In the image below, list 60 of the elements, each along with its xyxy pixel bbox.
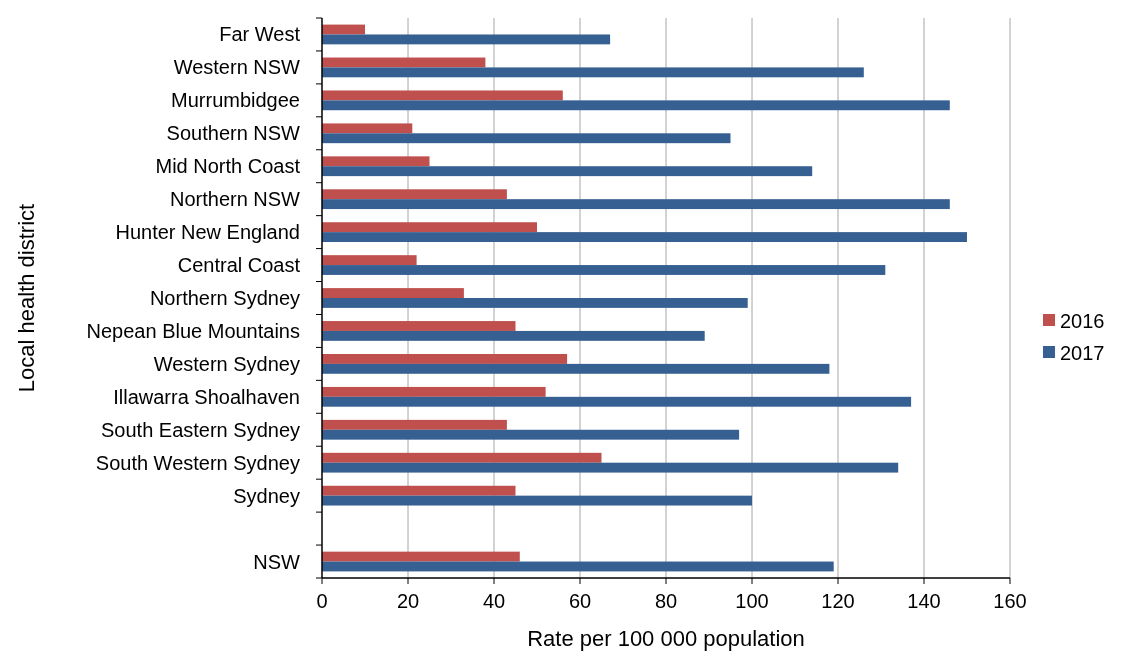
bar [322,363,830,374]
bar [322,57,486,68]
y-tick-label: Central Coast [177,254,301,277]
bar [322,166,813,177]
y-tick-label: Northern NSW [169,188,301,211]
bar [322,189,507,200]
bar [322,67,864,78]
bar [322,485,516,496]
x-tick-label: 20 [396,590,420,612]
x-tick-label: 80 [654,590,678,612]
bar [322,34,611,45]
x-axis-title: Rate per 100 000 population [527,626,805,651]
y-tick-label: Nepean Blue Mountains [86,319,300,342]
y-tick-label: Sydney [233,484,300,507]
y-tick-label: South Eastern Sydney [100,418,300,441]
bar [322,429,740,440]
x-tick-label: 0 [316,590,328,612]
x-tick-label: 160 [993,590,1027,612]
bar [322,133,731,144]
y-tick-label: Mid North Coast [155,155,301,178]
bar [322,90,563,101]
bar [322,561,834,572]
bar [322,255,417,266]
y-tick-label: Western NSW [173,56,301,79]
x-tick-label: 140 [907,590,941,612]
legend-label: 2017 [1060,342,1105,364]
bar [322,354,568,364]
y-tick-label: Illawarra Shoalhaven [113,385,300,408]
bar [322,265,886,275]
bar [322,330,705,341]
x-tick-label: 60 [568,590,592,612]
bar [322,222,537,233]
bar [322,156,430,167]
y-tick-label: South Western Sydney [95,451,300,474]
y-tick-label: Western Sydney [153,352,300,375]
x-tick-label: 120 [821,590,855,612]
bar [322,232,967,242]
bar [322,100,950,111]
y-tick-label: NSW [253,550,301,573]
legend-label: 2016 [1060,310,1105,332]
x-tick-label: 40 [482,590,506,612]
bar [322,452,602,463]
bar [322,419,507,430]
bar [322,123,413,134]
y-tick-label: Murrumbidgee [171,89,300,112]
y-tick-label: Far West [219,23,301,46]
bar [322,396,912,407]
y-tick-label: Hunter New England [115,221,300,244]
bar [322,288,464,298]
bar [322,495,752,506]
bar [322,199,950,210]
y-tick-label: Southern NSW [166,122,301,145]
y-axis-title: Local health district [14,203,39,393]
bar [322,462,899,473]
bar [322,321,516,331]
bar [322,298,748,308]
bar [322,551,520,562]
x-tick-label: 100 [735,590,769,612]
y-tick-label: Northern Sydney [149,287,300,309]
bar [322,386,546,397]
